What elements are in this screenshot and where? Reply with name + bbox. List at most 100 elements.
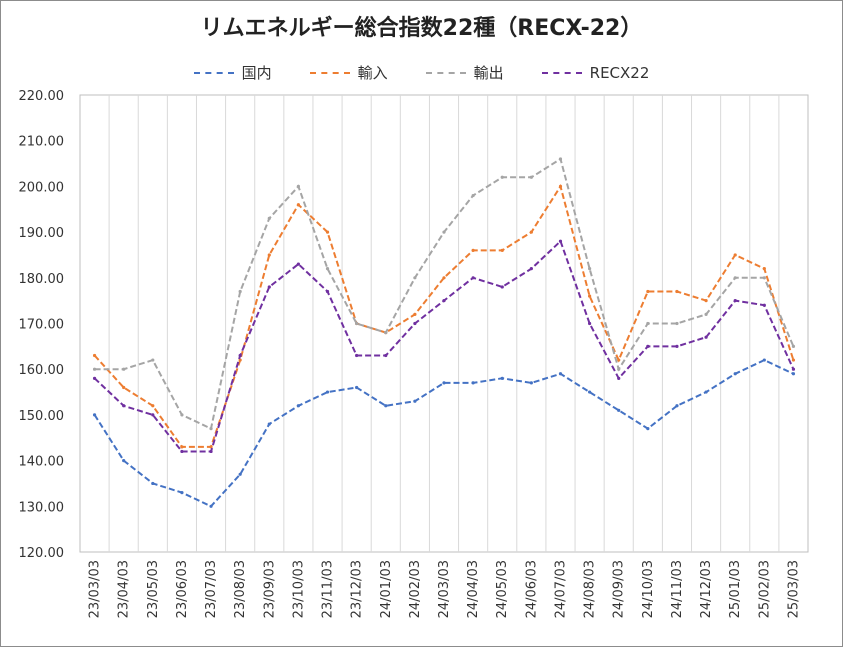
legend-swatch (541, 71, 582, 74)
data-point (209, 427, 213, 431)
data-point (791, 367, 796, 371)
data-point (325, 390, 330, 394)
y-tick-label: 130.00 (19, 500, 65, 515)
series-line-2 (94, 157, 795, 431)
data-point (558, 239, 563, 243)
data-point (296, 203, 300, 207)
y-tick-label: 200.00 (19, 180, 65, 195)
data-point (122, 385, 126, 390)
data-point (646, 289, 650, 294)
y-tick-label: 140.00 (19, 455, 65, 470)
legend-item: 輸出 (425, 62, 504, 83)
data-point (617, 367, 621, 371)
data-point (675, 321, 679, 326)
data-point (588, 321, 592, 326)
legend-item: RECX22 (541, 62, 650, 83)
x-tick-label: 24/07/03 (553, 560, 568, 618)
x-tick-label: 24/05/03 (495, 560, 510, 618)
data-point (791, 358, 796, 362)
data-point (588, 390, 592, 394)
x-tick-label: 23/08/03 (233, 560, 248, 618)
data-point (442, 381, 446, 385)
x-tick-label: 25/02/03 (757, 560, 772, 618)
x-tick-label: 24/03/03 (437, 560, 452, 618)
data-point (296, 262, 300, 266)
y-tick-label: 210.00 (19, 135, 65, 150)
data-point (122, 459, 126, 463)
data-point (296, 184, 300, 188)
data-point (529, 381, 533, 385)
series-line-1 (93, 183, 795, 448)
legend-swatch (425, 71, 466, 74)
data-point (675, 404, 679, 408)
data-point (325, 267, 330, 271)
data-point (762, 303, 766, 307)
data-point (733, 253, 737, 257)
data-point (92, 353, 97, 358)
data-point (92, 367, 97, 371)
data-point (558, 157, 563, 161)
data-point (733, 276, 737, 280)
chart-title: リムエネルギー総合指数22種（RECX-22） (200, 16, 643, 41)
data-point (617, 408, 621, 412)
data-point (646, 427, 650, 431)
data-point (122, 404, 126, 408)
y-tick-label: 220.00 (19, 89, 65, 104)
data-point (151, 358, 155, 362)
x-tick-label: 25/03/03 (786, 560, 801, 618)
data-point (355, 385, 359, 390)
data-point (92, 413, 97, 417)
x-tick-label: 24/08/03 (583, 560, 598, 618)
data-point (151, 413, 155, 417)
x-tick-label: 23/12/03 (350, 560, 365, 618)
data-point (238, 472, 242, 476)
data-point (500, 248, 504, 252)
data-point (296, 404, 300, 408)
data-point (500, 285, 504, 289)
data-point (471, 193, 475, 198)
data-point (617, 376, 621, 380)
data-point (238, 358, 242, 362)
x-tick-label: 23/06/03 (175, 560, 190, 618)
x-tick-label: 24/12/03 (699, 560, 714, 618)
data-point (500, 175, 504, 179)
y-tick-label: 160.00 (19, 363, 65, 378)
x-tick-label: 23/07/03 (204, 560, 219, 618)
x-tick-label: 23/09/03 (262, 560, 277, 618)
data-point (180, 413, 184, 417)
data-point (151, 404, 155, 408)
data-point (791, 372, 796, 376)
data-point (471, 276, 475, 280)
legend-swatch (309, 71, 350, 74)
data-point (442, 230, 446, 234)
data-point (384, 404, 388, 408)
plot-area (79, 94, 809, 553)
x-tick-label: 24/01/03 (379, 560, 394, 618)
data-point (646, 321, 650, 326)
data-point (413, 321, 417, 326)
data-point (209, 504, 213, 508)
data-point (471, 381, 475, 385)
data-point (442, 299, 446, 303)
data-point (529, 267, 533, 271)
data-point (529, 175, 533, 179)
legend-swatch (193, 71, 234, 74)
y-tick-label: 150.00 (19, 409, 65, 424)
y-tick-label: 180.00 (19, 272, 65, 287)
x-tick-label: 23/05/03 (146, 560, 161, 618)
legend-label: 輸出 (473, 64, 504, 82)
data-point (151, 481, 155, 486)
y-tick-label: 120.00 (19, 546, 65, 561)
data-point (267, 285, 271, 289)
data-point (704, 312, 708, 316)
data-point (180, 449, 184, 454)
data-point (267, 422, 271, 426)
legend-item: 輸入 (309, 62, 388, 83)
data-point (762, 276, 766, 280)
data-point (558, 184, 563, 188)
legend-label: RECX22 (589, 63, 650, 82)
data-point (733, 372, 737, 376)
data-point (442, 276, 446, 280)
